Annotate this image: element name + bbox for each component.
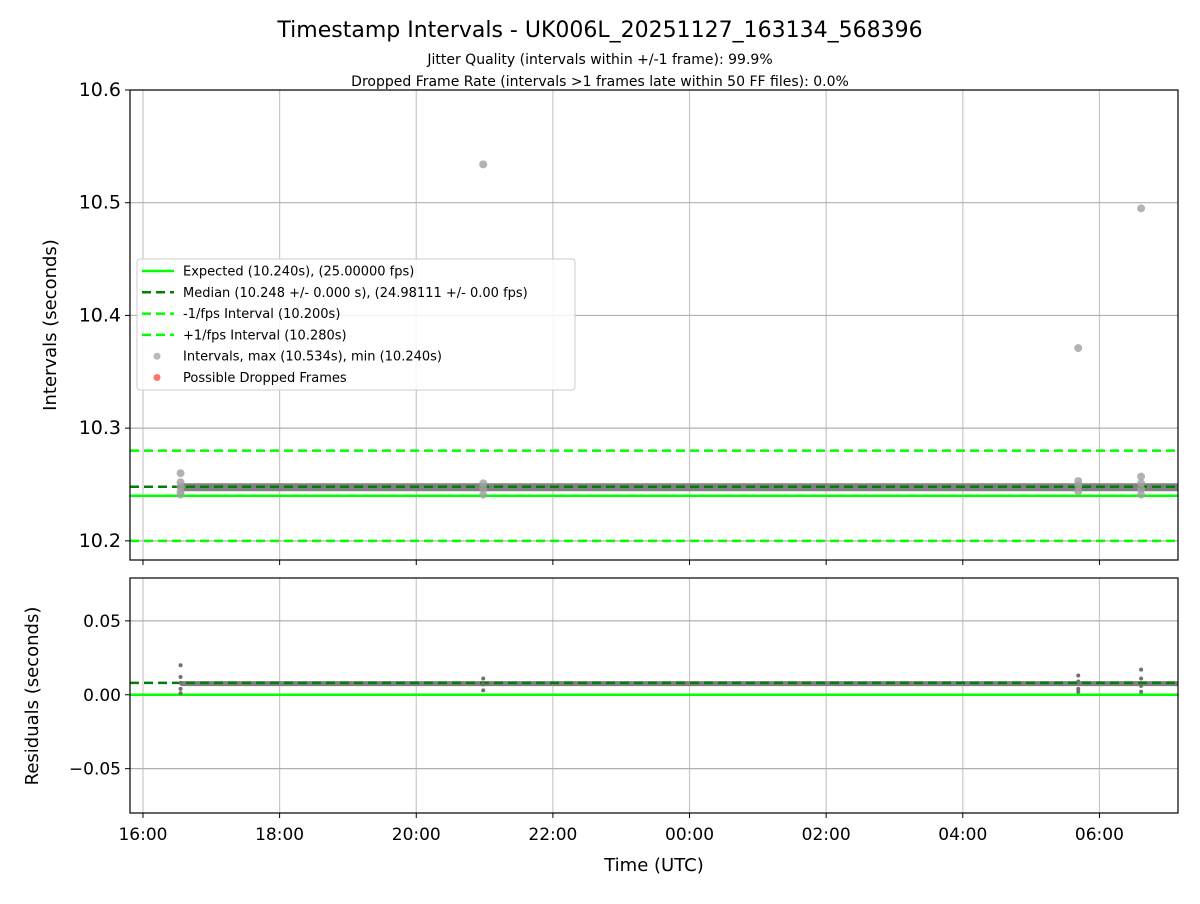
top-y-tick-label: 10.6 bbox=[79, 79, 121, 101]
bottom-data-point bbox=[1076, 673, 1081, 678]
top-y-tick-label: 10.2 bbox=[79, 530, 121, 552]
legend: Expected (10.240s), (25.00000 fps) Median… bbox=[136, 258, 576, 391]
legend-entry-label: Possible Dropped Frames bbox=[183, 371, 347, 386]
legend-box bbox=[136, 258, 576, 391]
legend-entry-label: +1/fps Interval (10.280s) bbox=[183, 328, 347, 343]
bottom-data-point bbox=[1139, 683, 1144, 688]
chart-title: Timestamp Intervals - UK006L_20251127_16… bbox=[276, 18, 922, 43]
legend-swatch-dot bbox=[153, 374, 161, 381]
top-data-point bbox=[1074, 344, 1083, 353]
legend-entry-label: -1/fps Interval (10.200s) bbox=[183, 307, 340, 322]
top-y-axis-label: Intervals (seconds) bbox=[40, 239, 61, 411]
x-tick-label: 06:00 bbox=[1075, 825, 1124, 845]
x-tick-label: 22:00 bbox=[528, 825, 577, 845]
bottom-data-point bbox=[178, 663, 183, 668]
top-data-point bbox=[176, 490, 185, 499]
legend-entry-label: Expected (10.240s), (25.00000 fps) bbox=[183, 265, 414, 280]
bottom-data-point bbox=[481, 676, 486, 681]
bottom-data-point bbox=[1139, 667, 1144, 672]
top-y-tick-label: 10.5 bbox=[79, 192, 121, 214]
top-data-point bbox=[1137, 479, 1146, 488]
top-y-tick-label: 10.3 bbox=[79, 417, 121, 439]
top-data-point bbox=[1074, 487, 1083, 496]
bottom-data-point bbox=[1076, 689, 1081, 694]
bottom-data-point bbox=[481, 682, 486, 687]
bottom-data-point bbox=[178, 691, 183, 696]
x-tick-label: 02:00 bbox=[802, 825, 851, 845]
legend-entry-label: Median (10.248 +/- 0.000 s), (24.98111 +… bbox=[183, 286, 528, 301]
top-data-point bbox=[1137, 472, 1146, 481]
bottom-y-tick-label: −0.05 bbox=[69, 760, 121, 780]
bottom-data-point bbox=[178, 675, 183, 680]
top-data-point bbox=[479, 490, 488, 499]
top-axes-frame bbox=[129, 89, 1179, 561]
top-data-point bbox=[1137, 204, 1146, 213]
bottom-y-tick-label: 0.00 bbox=[83, 686, 121, 706]
x-axis-label: Time (UTC) bbox=[603, 855, 704, 876]
legend-entry-label: Intervals, max (10.534s), min (10.240s) bbox=[183, 350, 442, 365]
bottom-axes-frame bbox=[129, 577, 1179, 814]
top-data-point bbox=[1074, 481, 1083, 490]
top-data-point bbox=[479, 483, 488, 492]
top-data-point bbox=[176, 469, 185, 478]
x-tick-label: 00:00 bbox=[665, 825, 714, 845]
bottom-plot-area bbox=[130, 578, 1178, 813]
top-y-tick-label: 10.4 bbox=[79, 304, 121, 326]
bottom-data-point bbox=[1139, 676, 1144, 681]
x-tick-label: 16:00 bbox=[118, 825, 167, 845]
bottom-y-tick-label: 0.05 bbox=[83, 612, 121, 632]
top-data-point bbox=[1137, 490, 1146, 499]
x-tick-label: 04:00 bbox=[938, 825, 987, 845]
bottom-data-point bbox=[481, 688, 486, 693]
top-data-point bbox=[1137, 484, 1146, 493]
bottom-data-point bbox=[1076, 686, 1081, 691]
bottom-data-point bbox=[178, 680, 183, 685]
top-data-point bbox=[479, 160, 488, 169]
bottom-y-axis-label: Residuals (seconds) bbox=[22, 607, 43, 786]
x-tick-label: 18:00 bbox=[255, 825, 304, 845]
bottom-data-point bbox=[1139, 689, 1144, 694]
legend-swatch-dot bbox=[153, 352, 161, 360]
chart-subtitle-jitter: Jitter Quality (intervals within +/-1 fr… bbox=[426, 52, 772, 68]
chart-subtitle-dropped: Dropped Frame Rate (intervals >1 frames … bbox=[351, 74, 849, 90]
bottom-data-point bbox=[178, 686, 183, 691]
x-tick-label: 20:00 bbox=[392, 825, 441, 845]
bottom-data-point bbox=[1076, 679, 1081, 684]
